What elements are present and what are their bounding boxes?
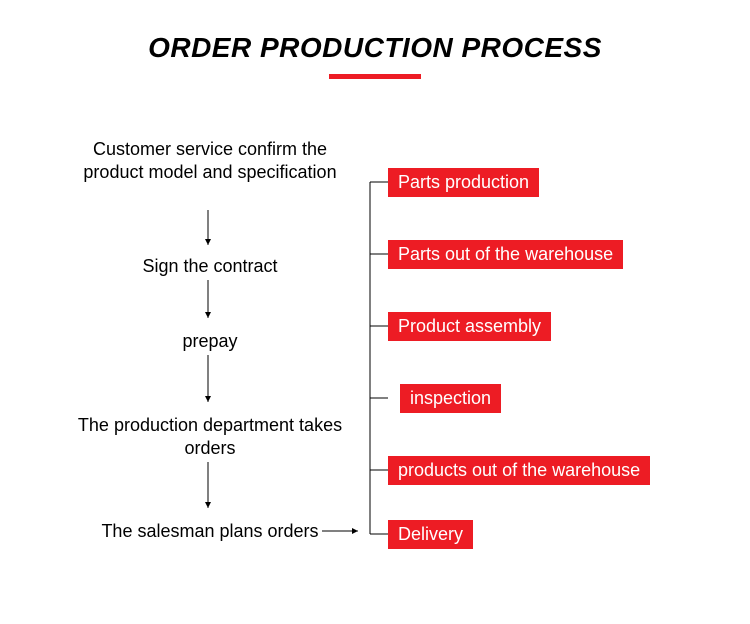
left-step-label: Sign the contract xyxy=(142,256,277,276)
left-step-label: Customer service confirm the product mod… xyxy=(83,139,336,182)
left-step-0: Customer service confirm the product mod… xyxy=(70,138,350,183)
right-box-2: Product assembly xyxy=(388,312,551,341)
right-box-3: inspection xyxy=(400,384,501,413)
right-box-label: Product assembly xyxy=(398,316,541,336)
right-box-1: Parts out of the warehouse xyxy=(388,240,623,269)
right-box-0: Parts production xyxy=(388,168,539,197)
page-title: ORDER PRODUCTION PROCESS xyxy=(0,32,750,64)
left-step-label: The salesman plans orders xyxy=(101,521,318,541)
right-box-4: products out of the warehouse xyxy=(388,456,650,485)
title-underline xyxy=(329,74,421,79)
right-box-label: inspection xyxy=(410,388,491,408)
right-box-label: products out of the warehouse xyxy=(398,460,640,480)
right-box-5: Delivery xyxy=(388,520,473,549)
left-step-label: The production department takes orders xyxy=(78,415,342,458)
left-step-4: The salesman plans orders xyxy=(70,520,350,543)
title-block: ORDER PRODUCTION PROCESS xyxy=(0,0,750,79)
left-step-1: Sign the contract xyxy=(70,255,350,278)
right-box-label: Delivery xyxy=(398,524,463,544)
left-step-3: The production department takes orders xyxy=(70,414,350,459)
left-step-label: prepay xyxy=(182,331,237,351)
left-step-2: prepay xyxy=(70,330,350,353)
right-box-label: Parts production xyxy=(398,172,529,192)
right-box-label: Parts out of the warehouse xyxy=(398,244,613,264)
